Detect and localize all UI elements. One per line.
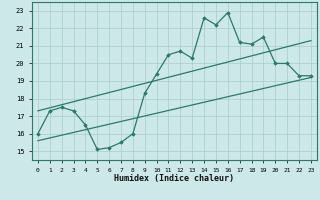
X-axis label: Humidex (Indice chaleur): Humidex (Indice chaleur) bbox=[115, 174, 234, 183]
